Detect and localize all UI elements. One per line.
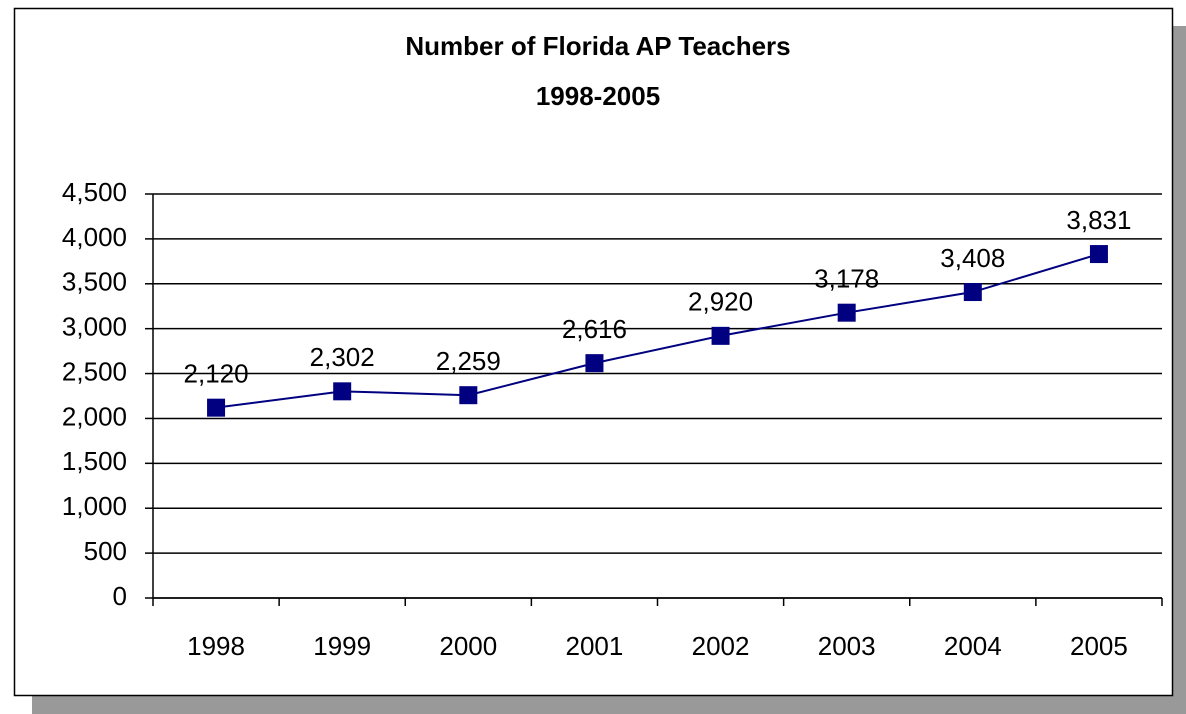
x-tick-label: 2002 xyxy=(692,631,750,661)
x-tick-label: 2001 xyxy=(566,631,624,661)
y-tick-label: 0 xyxy=(113,581,127,611)
data-label: 3,178 xyxy=(814,264,879,294)
data-label: 2,120 xyxy=(184,359,249,389)
y-tick-label: 4,000 xyxy=(62,222,127,252)
x-tick-label: 1999 xyxy=(313,631,371,661)
data-label: 3,831 xyxy=(1066,205,1131,235)
chart-title: Number of Florida AP Teachers xyxy=(405,31,790,61)
y-tick-label: 2,000 xyxy=(62,401,127,431)
chart-subtitle: 1998-2005 xyxy=(536,81,660,111)
data-point xyxy=(963,283,982,302)
chart-frame xyxy=(13,7,1174,697)
y-tick-label: 500 xyxy=(84,536,127,566)
data-point xyxy=(837,303,856,322)
x-tick-label: 1998 xyxy=(187,631,245,661)
x-tick-label: 2000 xyxy=(439,631,497,661)
data-point xyxy=(711,326,730,345)
data-label: 2,920 xyxy=(688,287,753,317)
y-tick-label: 1,000 xyxy=(62,491,127,521)
data-point xyxy=(207,398,226,417)
data-point xyxy=(1089,245,1108,264)
frame-shadow xyxy=(1173,26,1186,714)
y-tick-label: 4,500 xyxy=(62,177,127,207)
y-tick-label: 3,000 xyxy=(62,312,127,342)
x-tick-label: 2003 xyxy=(818,631,876,661)
x-tick-label: 2004 xyxy=(944,631,1002,661)
data-label: 2,616 xyxy=(562,314,627,344)
y-tick-label: 3,500 xyxy=(62,267,127,297)
data-label: 2,259 xyxy=(436,346,501,376)
series-line xyxy=(215,253,1100,409)
frame-shadow xyxy=(32,696,1186,714)
y-tick-label: 1,500 xyxy=(62,446,127,476)
data-point xyxy=(333,382,352,401)
x-tick-label: 2005 xyxy=(1070,631,1128,661)
y-tick-label: 2,500 xyxy=(62,356,127,386)
data-point xyxy=(459,386,478,405)
data-label: 3,408 xyxy=(940,243,1005,273)
data-label: 2,302 xyxy=(310,342,375,372)
data-point xyxy=(585,354,604,373)
